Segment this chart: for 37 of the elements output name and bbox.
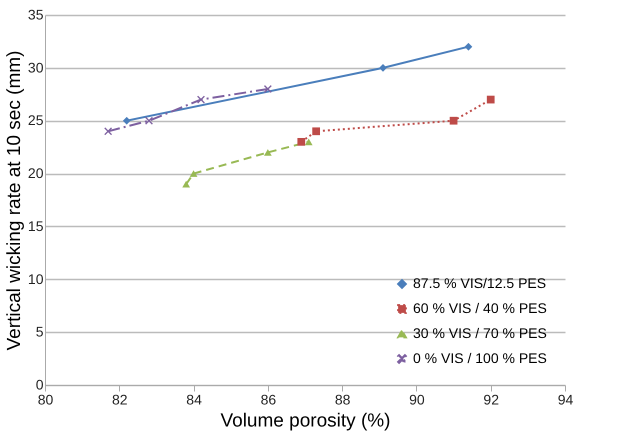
x-tick-label: 90 — [409, 392, 425, 408]
point — [145, 116, 153, 125]
y-tick-label: 35 — [28, 6, 44, 22]
y-tick-label: 25 — [28, 112, 44, 128]
x-tick-label: 92 — [483, 392, 500, 408]
point — [182, 180, 190, 188]
y-tick-label: 0 — [36, 376, 44, 392]
legend-label: 30 % VIS / 70 % PES — [413, 325, 547, 341]
x-tick-label: 88 — [334, 392, 351, 408]
x-tick-label: 80 — [38, 392, 54, 408]
y-axis-title: Vertical wicking rate at 10 sec (mm) — [4, 50, 25, 350]
point — [264, 85, 272, 93]
point — [122, 116, 131, 125]
point — [450, 116, 458, 125]
legend-label: 60 % VIS / 40 % PES — [413, 300, 547, 316]
point — [464, 42, 472, 51]
x-tick-label: 86 — [260, 392, 276, 408]
x-tick-label: 82 — [112, 392, 128, 408]
y-tick-label: 5 — [36, 324, 44, 340]
y-tick-label: 20 — [28, 165, 44, 182]
point — [304, 138, 313, 146]
x-tick-label: 94 — [558, 392, 574, 408]
point — [197, 96, 205, 104]
y-tick-label: 10 — [28, 270, 44, 287]
point — [486, 96, 495, 104]
y-tick-label: 30 — [28, 59, 44, 76]
y-tick-label: 15 — [28, 218, 44, 234]
point — [104, 127, 112, 136]
x-tick-label: 84 — [186, 392, 202, 408]
point — [264, 149, 272, 156]
point — [297, 138, 306, 146]
point — [190, 170, 198, 177]
point — [312, 127, 320, 136]
point — [379, 64, 387, 72]
x-axis-title: Volume porosity (%) — [220, 410, 391, 432]
legend-label: 87.5 % VIS/12.5 PES — [413, 275, 546, 291]
legend-label: 0 % VIS / 100 % PES — [413, 350, 547, 366]
